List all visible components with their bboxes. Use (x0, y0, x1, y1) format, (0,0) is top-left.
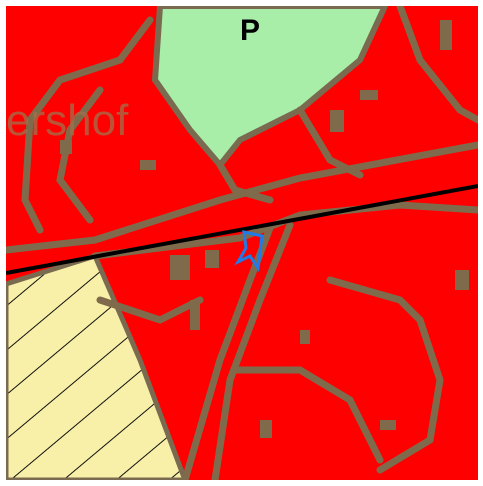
place-label: ershof (6, 96, 129, 145)
marker-outline (234, 230, 264, 273)
boundary-line (6, 184, 478, 275)
zone-label: P (240, 14, 260, 47)
park-zone (151, 6, 389, 170)
buildings (60, 20, 469, 438)
